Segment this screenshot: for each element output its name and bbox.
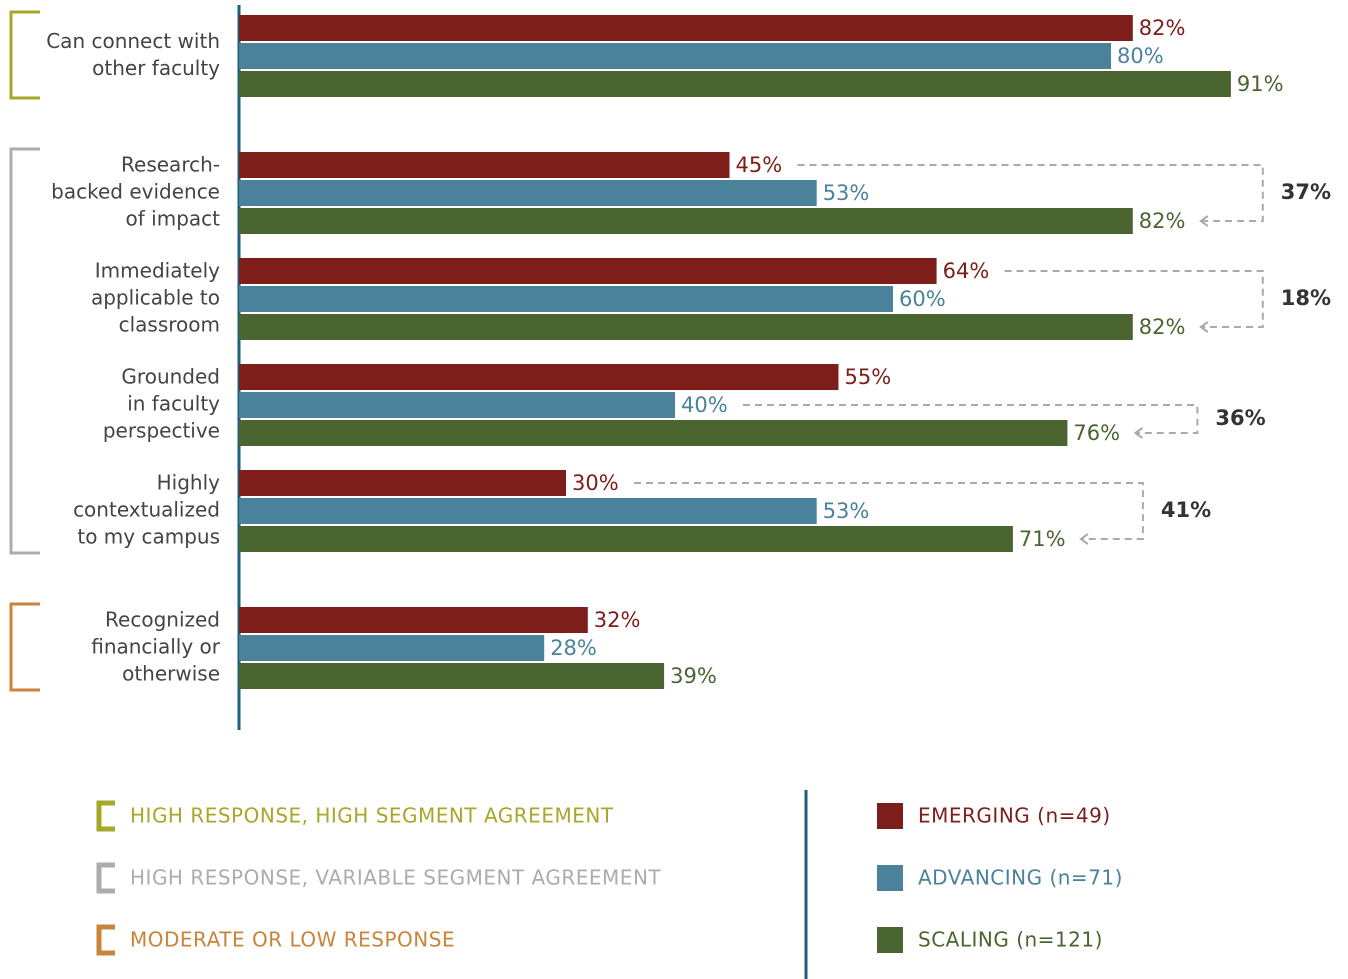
group-legend-label: MODERATE OR LOW RESPONSE bbox=[130, 928, 455, 952]
legend-label: EMERGING (n=49) bbox=[918, 804, 1111, 828]
group-legend-icon bbox=[96, 924, 115, 956]
legend-swatch bbox=[877, 927, 903, 953]
gap-connector bbox=[634, 482, 1144, 540]
value-label: 53% bbox=[823, 499, 870, 523]
category-label: of impact bbox=[126, 207, 221, 231]
bar bbox=[239, 286, 893, 312]
category-label: other faculty bbox=[92, 56, 220, 80]
value-label: 82% bbox=[1139, 209, 1186, 233]
category-label: Highly bbox=[157, 471, 221, 495]
gap-label: 18% bbox=[1281, 286, 1331, 310]
gap-label: 37% bbox=[1281, 180, 1331, 204]
group-legend-label: HIGH RESPONSE, HIGH SEGMENT AGREEMENT bbox=[130, 804, 614, 828]
gap-arrow bbox=[1133, 427, 1143, 439]
value-label: 91% bbox=[1237, 72, 1284, 96]
category-label: otherwise bbox=[122, 662, 220, 686]
bar bbox=[239, 470, 566, 496]
gap-label: 41% bbox=[1161, 498, 1211, 522]
value-label: 82% bbox=[1139, 315, 1186, 339]
bar bbox=[239, 498, 817, 524]
bar bbox=[239, 71, 1231, 97]
value-label: 64% bbox=[943, 259, 990, 283]
category-label: perspective bbox=[103, 419, 220, 443]
group-bracket bbox=[9, 147, 40, 555]
legend-label: SCALING (n=121) bbox=[918, 928, 1103, 952]
category-label: Grounded bbox=[121, 365, 220, 389]
gap-label: 36% bbox=[1215, 406, 1265, 430]
value-label: 45% bbox=[736, 153, 783, 177]
group-bracket bbox=[9, 10, 40, 100]
category-label: Immediately bbox=[95, 259, 220, 283]
value-label: 82% bbox=[1139, 16, 1186, 40]
bar bbox=[239, 526, 1013, 552]
group-legend-icon bbox=[96, 800, 115, 832]
category-label: financially or bbox=[91, 635, 221, 659]
value-label: 28% bbox=[550, 636, 597, 660]
category-label: to my campus bbox=[77, 525, 220, 549]
bar bbox=[239, 152, 730, 178]
bar bbox=[239, 208, 1133, 234]
bar bbox=[239, 180, 817, 206]
group-legend-icon bbox=[96, 862, 115, 894]
bar bbox=[239, 15, 1133, 41]
bar bbox=[239, 607, 588, 633]
legend-swatch bbox=[877, 865, 903, 891]
value-label: 39% bbox=[670, 664, 717, 688]
bar bbox=[239, 364, 839, 390]
category-label: applicable to bbox=[91, 286, 220, 310]
value-label: 32% bbox=[594, 608, 641, 632]
gap-arrow bbox=[1199, 321, 1209, 333]
bar bbox=[239, 663, 665, 689]
bar bbox=[239, 635, 545, 661]
group-legend-label: HIGH RESPONSE, VARIABLE SEGMENT AGREEMEN… bbox=[130, 866, 661, 890]
category-label: backed evidence bbox=[51, 180, 220, 204]
value-label: 53% bbox=[823, 181, 870, 205]
value-label: 71% bbox=[1019, 527, 1066, 551]
category-label: Research- bbox=[121, 153, 220, 177]
category-label: Can connect with bbox=[46, 29, 220, 53]
category-label: classroom bbox=[119, 313, 220, 337]
value-label: 40% bbox=[681, 393, 728, 417]
value-label: 76% bbox=[1073, 421, 1120, 445]
value-label: 55% bbox=[845, 365, 892, 389]
gap-connector bbox=[743, 404, 1199, 434]
bar bbox=[239, 420, 1068, 446]
category-label: in faculty bbox=[127, 392, 220, 416]
category-label: contextualized bbox=[73, 498, 220, 522]
legend-swatch bbox=[877, 803, 903, 829]
bar bbox=[239, 43, 1111, 69]
gap-connector bbox=[797, 164, 1264, 222]
bar bbox=[239, 314, 1133, 340]
gap-arrow bbox=[1199, 215, 1209, 227]
bar bbox=[239, 258, 937, 284]
group-bracket bbox=[9, 602, 40, 692]
value-label: 60% bbox=[899, 287, 946, 311]
gap-arrow bbox=[1079, 533, 1089, 545]
value-label: 30% bbox=[572, 471, 619, 495]
bar bbox=[239, 392, 675, 418]
legend-label: ADVANCING (n=71) bbox=[918, 866, 1123, 890]
value-label: 80% bbox=[1117, 44, 1164, 68]
category-label: Recognized bbox=[105, 608, 220, 632]
